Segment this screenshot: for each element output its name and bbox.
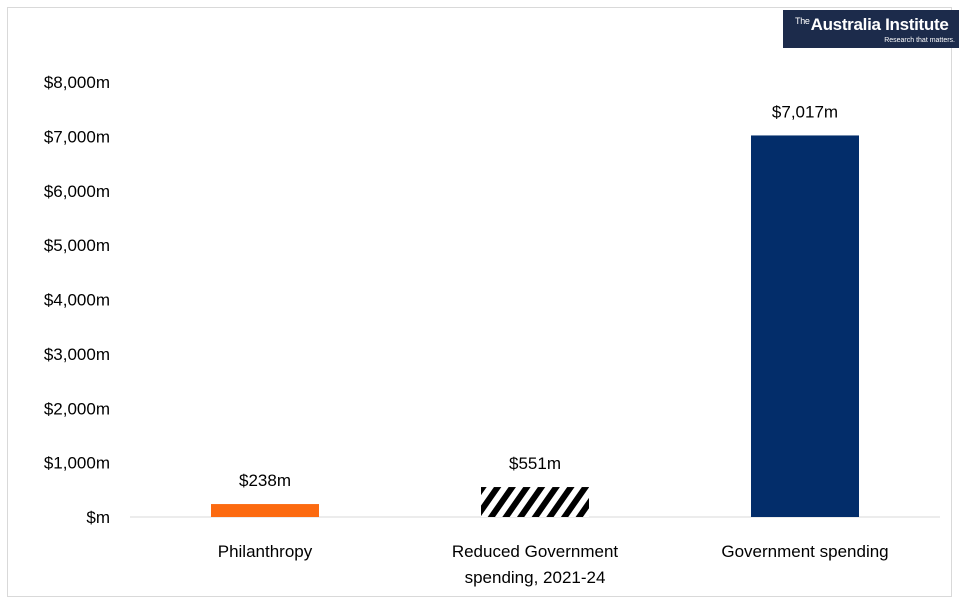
y-tick-label: $3,000m [44, 345, 110, 364]
bar [481, 487, 589, 517]
y-tick-label: $1,000m [44, 454, 110, 473]
y-tick-label: $4,000m [44, 291, 110, 310]
y-tick-label: $8,000m [44, 73, 110, 92]
x-tick-label: Government spending [721, 542, 888, 561]
australia-institute-logo: TheAustralia Institute Research that mat… [783, 10, 959, 48]
logo-name: Australia Institute [810, 15, 949, 34]
logo-tagline: Research that matters. [884, 37, 955, 44]
data-label: $551m [509, 454, 561, 473]
x-tick-label: Philanthropy [218, 542, 313, 561]
y-axis: $m $1,000m $2,000m $3,000m $4,000m $5,000m $6,… [44, 73, 110, 527]
y-tick-label: $5,000m [44, 236, 110, 255]
logo-prefix: The [795, 16, 810, 26]
x-tick-label: Reduced Government spending, 2021-24 [452, 542, 619, 587]
x-axis: Philanthropy Reduced Government spending, … [218, 542, 889, 587]
y-tick-label: $6,000m [44, 182, 110, 201]
bar [751, 135, 859, 517]
bars [211, 135, 859, 517]
chart-frame [7, 7, 952, 597]
data-labels: $238m $551m $7,017m [239, 102, 838, 490]
y-tick-label: $m [86, 508, 110, 527]
y-tick-label: $7,000m [44, 127, 110, 146]
y-tick-label: $2,000m [44, 399, 110, 418]
bar [211, 504, 319, 517]
data-label: $7,017m [772, 102, 838, 121]
data-label: $238m [239, 471, 291, 490]
